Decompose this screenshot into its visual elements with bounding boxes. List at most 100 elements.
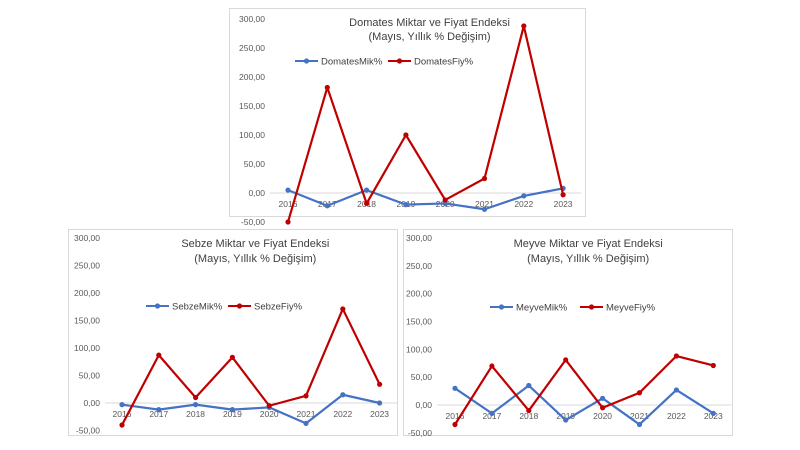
y-tick-label: 150,00 — [239, 101, 265, 111]
data-point — [377, 400, 383, 406]
x-tick-label: 2020 — [260, 409, 279, 419]
data-point — [710, 410, 716, 416]
legend-label: MeyveFiy% — [606, 303, 656, 314]
data-point — [303, 393, 309, 399]
x-tick-label: 2016 — [113, 409, 132, 419]
x-tick-label: 2022 — [667, 411, 686, 421]
data-point — [673, 353, 679, 359]
y-tick-label: 300,00 — [406, 233, 432, 243]
series-line — [287, 187, 564, 211]
data-point — [156, 352, 162, 358]
data-point — [403, 202, 409, 208]
data-point — [452, 421, 458, 428]
y-tick-label: 250,00 — [239, 43, 265, 53]
chart-title: Meyve Miktar ve Fiyat Endeksi — [514, 238, 663, 250]
x-tick-label: 2018 — [519, 411, 538, 421]
data-point — [521, 23, 527, 29]
legend-label: MeyveMik% — [516, 303, 568, 314]
data-point — [710, 362, 716, 369]
data-point — [303, 420, 309, 426]
y-tick-label: 150,00 — [74, 316, 100, 326]
data-point — [364, 187, 370, 193]
chart-svg: -50,00 0,00 50,00 100,00 150,00 200,00 250,00 3… — [239, 14, 582, 227]
data-point — [481, 206, 488, 212]
y-tick-label: 250,00 — [74, 261, 100, 271]
y-tick-label: 50,00 — [244, 159, 266, 169]
data-point — [229, 354, 235, 360]
data-point — [324, 203, 330, 209]
series-line — [121, 393, 380, 425]
chart-title: Sebze Miktar ve Fiyat Endeksi — [181, 238, 329, 250]
data-point — [193, 402, 199, 408]
data-point — [563, 417, 569, 423]
data-point — [285, 219, 291, 225]
data-point — [285, 187, 291, 193]
x-tick-label: 2019 — [223, 409, 242, 419]
series-line — [286, 24, 565, 223]
data-point — [521, 193, 527, 199]
data-point — [481, 175, 488, 182]
chart-panel-domates: -50,00 0,00 50,00 100,00 150,00 200,00 250,00 3… — [229, 8, 586, 227]
y-tick-label: -50,00 — [241, 217, 265, 227]
x-tick-label: 2017 — [149, 409, 168, 419]
legend-swatch-marker — [498, 304, 505, 310]
y-tick-label: 200,00 — [239, 72, 265, 82]
y-tick-label: 50,00 — [79, 371, 101, 381]
data-point — [526, 382, 532, 389]
x-tick-label: 2017 — [482, 411, 501, 421]
y-tick-label: 100,00 — [239, 130, 265, 140]
data-point — [442, 197, 448, 203]
y-tick-label: 300,00 — [239, 14, 265, 24]
data-point — [193, 394, 199, 401]
x-tick-label: 2016 — [446, 411, 465, 421]
x-tick-label: 2021 — [475, 199, 494, 209]
data-point — [229, 407, 235, 413]
x-tick-label: 2018 — [186, 409, 205, 419]
data-point — [489, 410, 495, 416]
x-tick-label: 2023 — [370, 409, 389, 419]
chart-title: Domates Miktar ve Fiyat Endeksi — [349, 17, 510, 29]
x-tick-label: 2023 — [554, 199, 573, 209]
data-point — [156, 407, 162, 413]
data-point — [489, 363, 495, 369]
x-tick-label: 2021 — [630, 411, 649, 421]
chart-svg: -50,00 0,00 50,00 100,00 150,00 200,00 250,00 3… — [74, 233, 398, 436]
data-point — [452, 385, 458, 391]
data-point — [364, 200, 370, 207]
data-point — [340, 392, 346, 398]
data-point — [526, 407, 532, 414]
legend-label: SebzeFiy% — [254, 302, 303, 313]
y-tick-label: 50,00 — [411, 372, 433, 382]
y-tick-label: 0,00 — [83, 398, 100, 408]
y-tick-label: 200,00 — [406, 289, 432, 299]
data-point — [377, 381, 383, 387]
data-point — [600, 395, 606, 401]
y-tick-label: 200,00 — [74, 288, 100, 298]
data-point — [560, 192, 566, 198]
y-tick-label: 0,00 — [248, 188, 265, 198]
legend-label: DomatesFiy% — [414, 57, 474, 68]
data-point — [403, 132, 409, 138]
chart-svg: -50,00 0,00 50,00 100,00 150,00 200,00 250,00 3… — [406, 233, 732, 438]
x-tick-label: 2019 — [556, 411, 575, 421]
legend-swatch-marker — [236, 303, 243, 309]
x-tick-label: 2021 — [297, 409, 316, 419]
x-tick-label: 2022 — [333, 409, 352, 419]
chart-subtitle: (Mayıs, Yıllık % Değişim) — [527, 253, 649, 265]
legend-swatch-marker — [396, 58, 403, 64]
data-point — [266, 403, 272, 409]
chart-subtitle: (Mayıs, Yıllık % Değişim) — [369, 31, 491, 43]
data-point — [600, 405, 606, 411]
data-point — [324, 84, 330, 91]
series-line — [121, 307, 381, 426]
y-tick-label: 100,00 — [406, 344, 432, 354]
legend-swatch-marker — [588, 304, 595, 310]
x-tick-label: 2020 — [593, 411, 612, 421]
data-point — [636, 390, 643, 396]
x-tick-label: 2022 — [514, 199, 533, 209]
y-tick-label: -50,00 — [408, 428, 432, 438]
chart-panel-meyve: -50,00 0,00 50,00 100,00 150,00 200,00 250,00 3… — [403, 229, 733, 438]
legend-swatch-marker — [154, 303, 161, 309]
y-tick-label: 0,00 — [415, 400, 432, 410]
x-tick-label: 2016 — [279, 199, 298, 209]
